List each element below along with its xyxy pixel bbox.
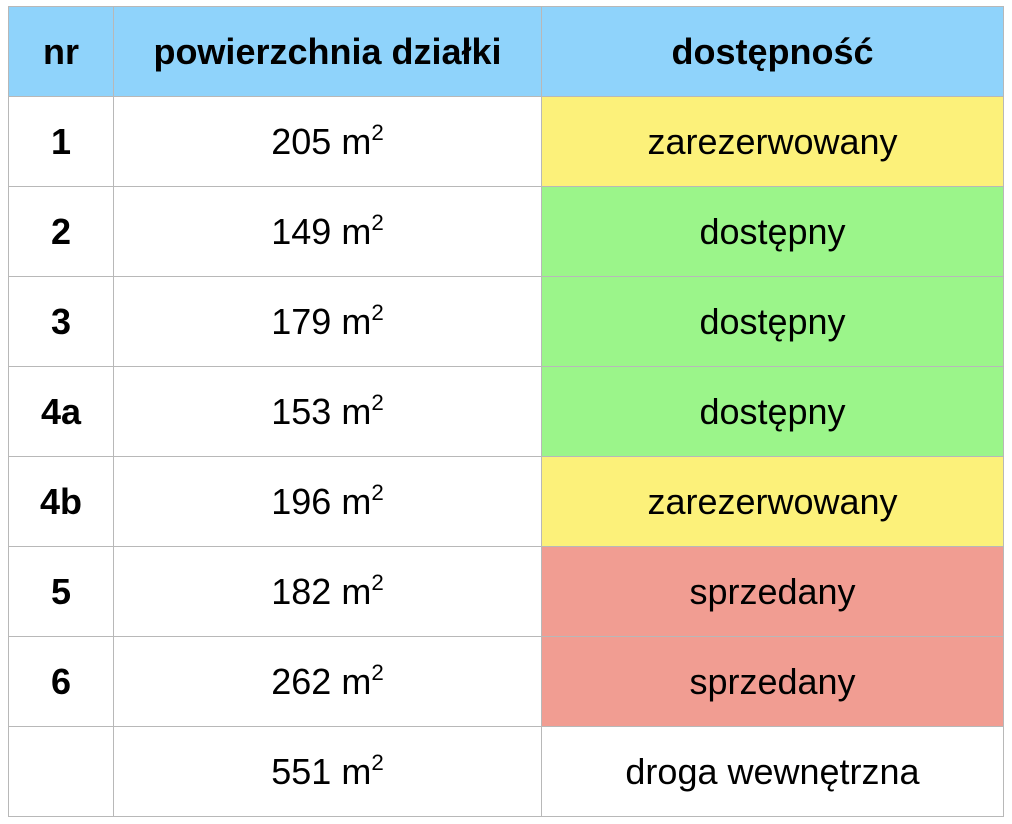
plot-status-cell: droga wewnętrzna — [541, 726, 1004, 817]
plot-number-cell: 1 — [8, 96, 114, 187]
plot-area-exponent: 2 — [371, 299, 384, 325]
plot-area-cell: 153 m2 — [113, 366, 542, 457]
header-status: dostępność — [541, 6, 1004, 97]
plot-area-unit: m — [341, 120, 372, 162]
plot-number-cell: 5 — [8, 546, 114, 637]
plot-area-cell: 179 m2 — [113, 276, 542, 367]
table-row: 4a 153 m2 dostępny — [8, 366, 1004, 457]
plot-area-value: 262 — [271, 660, 332, 702]
plot-area-cell: 205 m2 — [113, 96, 542, 187]
plot-area-value: 205 — [271, 120, 332, 162]
plot-area-unit: m — [341, 750, 372, 792]
plot-number-cell — [8, 726, 114, 817]
plot-area-value: 196 — [271, 480, 332, 522]
plot-area-exponent: 2 — [371, 479, 384, 505]
header-nr: nr — [8, 6, 114, 97]
plot-area-value: 179 — [271, 300, 332, 342]
plot-status-cell: dostępny — [541, 276, 1004, 367]
plot-number-cell: 2 — [8, 186, 114, 277]
table-row: 4b 196 m2 zarezerwowany — [8, 456, 1004, 547]
plot-area-value: 182 — [271, 570, 332, 612]
plot-status-cell: sprzedany — [541, 636, 1004, 727]
plot-area-value: 153 — [271, 390, 332, 432]
plot-number-cell: 4b — [8, 456, 114, 547]
plot-area-exponent: 2 — [371, 119, 384, 145]
table-header-row: nr powierzchnia działki dostępność — [8, 6, 1004, 97]
table-row: 1 205 m2 zarezerwowany — [8, 96, 1004, 187]
header-area: powierzchnia działki — [113, 6, 542, 97]
table-row: 5 182 m2 sprzedany — [8, 546, 1004, 637]
plot-area-value: 149 — [271, 210, 332, 252]
plots-table: nr powierzchnia działki dostępność 1 205 … — [8, 6, 1004, 817]
plot-number-cell: 3 — [8, 276, 114, 367]
table-row: 3 179 m2 dostępny — [8, 276, 1004, 367]
plot-area-exponent: 2 — [371, 209, 384, 235]
plot-area-cell: 262 m2 — [113, 636, 542, 727]
plot-status-cell: zarezerwowany — [541, 456, 1004, 547]
plot-area-cell: 551 m2 — [113, 726, 542, 817]
plot-area-cell: 182 m2 — [113, 546, 542, 637]
plot-area-exponent: 2 — [371, 389, 384, 415]
plot-area-exponent: 2 — [371, 749, 384, 775]
table-row: 6 262 m2 sprzedany — [8, 636, 1004, 727]
table-row: 551 m2 droga wewnętrzna — [8, 726, 1004, 817]
plot-number-cell: 4a — [8, 366, 114, 457]
plot-area-cell: 149 m2 — [113, 186, 542, 277]
plot-area-exponent: 2 — [371, 569, 384, 595]
plot-area-unit: m — [341, 300, 372, 342]
plot-area-exponent: 2 — [371, 659, 384, 685]
plot-area-value: 551 — [271, 750, 332, 792]
plot-number-cell: 6 — [8, 636, 114, 727]
plot-status-cell: dostępny — [541, 186, 1004, 277]
plot-area-cell: 196 m2 — [113, 456, 542, 547]
plot-status-cell: sprzedany — [541, 546, 1004, 637]
plot-area-unit: m — [341, 390, 372, 432]
plot-area-unit: m — [341, 660, 372, 702]
plot-status-cell: dostępny — [541, 366, 1004, 457]
plot-area-unit: m — [341, 210, 372, 252]
plot-status-cell: zarezerwowany — [541, 96, 1004, 187]
table-row: 2 149 m2 dostępny — [8, 186, 1004, 277]
plot-area-unit: m — [341, 480, 372, 522]
plot-area-unit: m — [341, 570, 372, 612]
